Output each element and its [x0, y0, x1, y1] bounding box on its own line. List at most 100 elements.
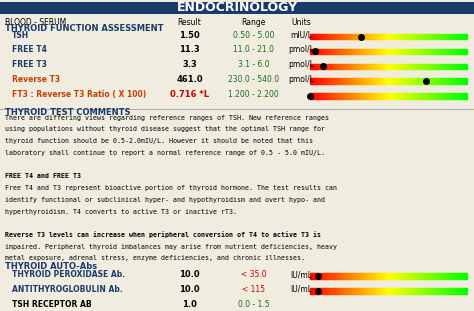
Bar — [351, 78, 352, 84]
Bar — [322, 78, 323, 84]
Bar — [390, 78, 391, 84]
Bar — [409, 288, 410, 294]
FancyBboxPatch shape — [0, 2, 474, 13]
Bar — [447, 273, 448, 279]
Bar — [451, 78, 452, 84]
Text: FT3 : Reverse T3 Ratio ( X 100): FT3 : Reverse T3 Ratio ( X 100) — [12, 90, 146, 99]
Bar — [336, 288, 337, 294]
Text: < 115: < 115 — [242, 285, 265, 294]
Bar — [364, 273, 365, 279]
Bar — [370, 49, 371, 54]
Bar — [390, 288, 391, 294]
Bar — [388, 93, 389, 99]
Bar — [349, 93, 350, 99]
Bar — [379, 34, 380, 39]
Bar — [382, 288, 383, 294]
Bar — [368, 273, 369, 279]
Bar — [450, 49, 451, 54]
Bar — [360, 93, 361, 99]
Bar — [378, 49, 379, 54]
Bar — [328, 78, 329, 84]
Bar — [453, 78, 454, 84]
Bar — [319, 273, 320, 279]
Bar — [333, 34, 334, 39]
Bar — [429, 273, 430, 279]
Bar — [426, 63, 427, 69]
Text: 10.0: 10.0 — [179, 285, 200, 294]
Bar — [324, 93, 325, 99]
Bar — [427, 93, 428, 99]
Bar — [373, 288, 374, 294]
Bar — [403, 49, 404, 54]
Bar — [431, 273, 432, 279]
Bar — [403, 34, 404, 39]
Bar — [407, 288, 408, 294]
Bar — [374, 288, 375, 294]
Bar — [462, 63, 463, 69]
Bar — [332, 273, 333, 279]
Bar — [421, 63, 422, 69]
Bar — [335, 93, 336, 99]
Bar — [429, 78, 430, 84]
Bar — [402, 273, 403, 279]
Bar — [351, 34, 352, 39]
Bar — [357, 63, 358, 69]
Bar — [366, 34, 367, 39]
Bar — [349, 63, 350, 69]
Bar — [335, 78, 336, 84]
Bar — [406, 273, 407, 279]
Bar — [318, 93, 319, 99]
Bar — [347, 49, 348, 54]
Bar — [435, 34, 436, 39]
Bar — [420, 34, 421, 39]
Bar — [401, 273, 402, 279]
Bar — [423, 49, 424, 54]
Bar — [446, 78, 447, 84]
Bar — [314, 273, 315, 279]
Bar — [418, 34, 419, 39]
Bar — [441, 34, 442, 39]
Bar — [422, 34, 423, 39]
Bar — [422, 49, 423, 54]
Bar — [409, 63, 410, 69]
Bar — [338, 63, 339, 69]
Bar — [368, 93, 369, 99]
Bar — [399, 78, 400, 84]
Text: 0.0 - 1.5: 0.0 - 1.5 — [238, 300, 269, 309]
Bar — [446, 273, 447, 279]
Bar — [338, 34, 339, 39]
Bar — [375, 63, 376, 69]
Bar — [327, 49, 328, 54]
Bar — [388, 49, 389, 54]
Bar — [409, 49, 410, 54]
Bar — [389, 273, 390, 279]
Bar — [319, 78, 320, 84]
Bar — [404, 49, 405, 54]
Bar — [329, 273, 330, 279]
Bar — [364, 34, 365, 39]
Bar — [331, 273, 332, 279]
Bar — [343, 34, 344, 39]
Bar — [355, 49, 356, 54]
Bar — [369, 49, 370, 54]
Bar — [312, 93, 313, 99]
Bar — [354, 273, 355, 279]
Bar — [401, 93, 402, 99]
Bar — [377, 78, 378, 84]
Bar — [349, 34, 350, 39]
Bar — [458, 34, 459, 39]
Bar — [376, 93, 377, 99]
Bar — [386, 288, 387, 294]
Bar — [466, 273, 467, 279]
Bar — [339, 34, 340, 39]
Bar — [405, 34, 406, 39]
Bar — [359, 49, 360, 54]
Bar — [398, 273, 399, 279]
Bar — [374, 63, 375, 69]
Bar — [348, 78, 349, 84]
Bar — [393, 78, 394, 84]
Text: pmol/L: pmol/L — [288, 75, 314, 84]
Bar — [460, 63, 461, 69]
Bar — [449, 34, 450, 39]
Bar — [316, 93, 317, 99]
